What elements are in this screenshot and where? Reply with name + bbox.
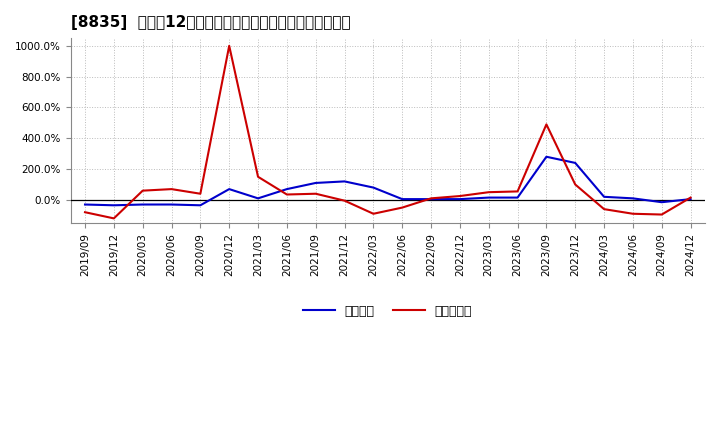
経常利益 — [398, 197, 407, 202]
経常利益 — [686, 197, 695, 202]
Line: 当期純利益: 当期純利益 — [85, 46, 690, 218]
当期純利益 — [629, 211, 637, 216]
経常利益 — [542, 154, 551, 159]
当期純利益 — [282, 192, 291, 197]
当期純利益 — [600, 206, 608, 212]
経常利益 — [513, 195, 522, 200]
経常利益 — [196, 203, 204, 208]
経常利益 — [456, 197, 464, 202]
当期純利益 — [485, 190, 493, 195]
当期純利益 — [657, 212, 666, 217]
経常利益 — [341, 179, 349, 184]
経常利益 — [657, 200, 666, 205]
当期純利益 — [311, 191, 320, 196]
経常利益 — [369, 185, 378, 190]
当期純利益 — [225, 43, 233, 48]
Line: 経常利益: 経常利益 — [85, 157, 690, 205]
経常利益 — [225, 187, 233, 192]
経常利益 — [253, 196, 262, 201]
当期純利益 — [138, 188, 147, 193]
当期純利益 — [167, 187, 176, 192]
当期純利益 — [109, 216, 118, 221]
当期純利益 — [571, 182, 580, 187]
経常利益 — [81, 202, 89, 207]
当期純利益 — [427, 196, 436, 201]
経常利益 — [571, 160, 580, 165]
経常利益 — [485, 195, 493, 200]
当期純利益 — [196, 191, 204, 196]
当期純利益 — [341, 198, 349, 203]
当期純利益 — [686, 195, 695, 200]
当期純利益 — [398, 205, 407, 210]
当期純利益 — [81, 209, 89, 215]
当期純利益 — [253, 174, 262, 180]
Text: [8835]  利益だ12か月移動合計の対前年同期増減率の推移: [8835] 利益だ12か月移動合計の対前年同期増減率の推移 — [71, 15, 350, 30]
当期純利益 — [369, 211, 378, 216]
Legend: 経常利益, 当期純利益: 経常利益, 当期純利益 — [298, 300, 477, 323]
当期純利益 — [456, 194, 464, 199]
当期純利益 — [542, 122, 551, 127]
経常利益 — [282, 187, 291, 192]
当期純利益 — [513, 189, 522, 194]
経常利益 — [109, 203, 118, 208]
経常利益 — [600, 194, 608, 199]
経常利益 — [167, 202, 176, 207]
経常利益 — [427, 197, 436, 202]
経常利益 — [138, 202, 147, 207]
経常利益 — [629, 196, 637, 201]
経常利益 — [311, 180, 320, 186]
